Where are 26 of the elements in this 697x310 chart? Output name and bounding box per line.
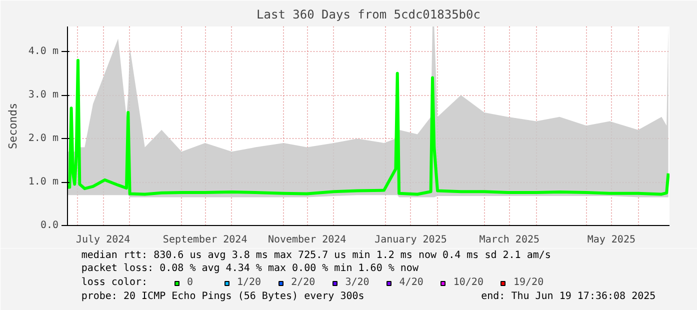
x-tick-label: July 2024 — [76, 234, 130, 246]
legend-label: 3/20 — [345, 277, 370, 288]
text: median rtt: 830.6 us avg 3.8 ms max 725.7 us min 1.2 ms now 0.4 ms sd 2.1 am/s — [81, 250, 551, 261]
legend-label: 19/20 — [513, 277, 544, 288]
legend-label: 1/20 — [237, 277, 262, 288]
y-tick-label: 1.0 m — [28, 176, 59, 188]
legend-label: 0 — [187, 277, 194, 288]
y-tick-label: 3.0 m — [28, 90, 59, 101]
text: packet loss: 0.08 % avg 4.34 % max 0.00 % min 1.60 % now — [81, 263, 420, 274]
y-tick-label: 0.0 — [40, 220, 58, 231]
x-tick-label: May 2025 — [587, 234, 636, 246]
y-tick-label: 2.0 m — [28, 133, 59, 144]
x-tick-label: March 2025 — [479, 234, 540, 246]
y-axis-title: Seconds — [6, 102, 20, 150]
x-tick-label: November 2024 — [268, 234, 346, 246]
text: probe: 20 ICMP Echo Pings (56 Bytes) every 300s — [81, 291, 364, 302]
legend-label: 10/20 — [453, 277, 484, 288]
legend-label: 2/20 — [291, 277, 316, 288]
legend-label: 4/20 — [399, 277, 424, 288]
text: end: Thu Jun 19 17:36:08 2025 — [481, 291, 656, 302]
y-tick-label: 4.0 m — [28, 46, 59, 58]
line-series — [68, 58, 670, 196]
x-tick-label: January 2025 — [374, 234, 447, 246]
legend-title: loss color: — [81, 277, 148, 288]
chart-title: Last 360 Days from 5cdc01835b0c — [256, 8, 480, 22]
x-tick-label: September 2024 — [162, 234, 248, 246]
